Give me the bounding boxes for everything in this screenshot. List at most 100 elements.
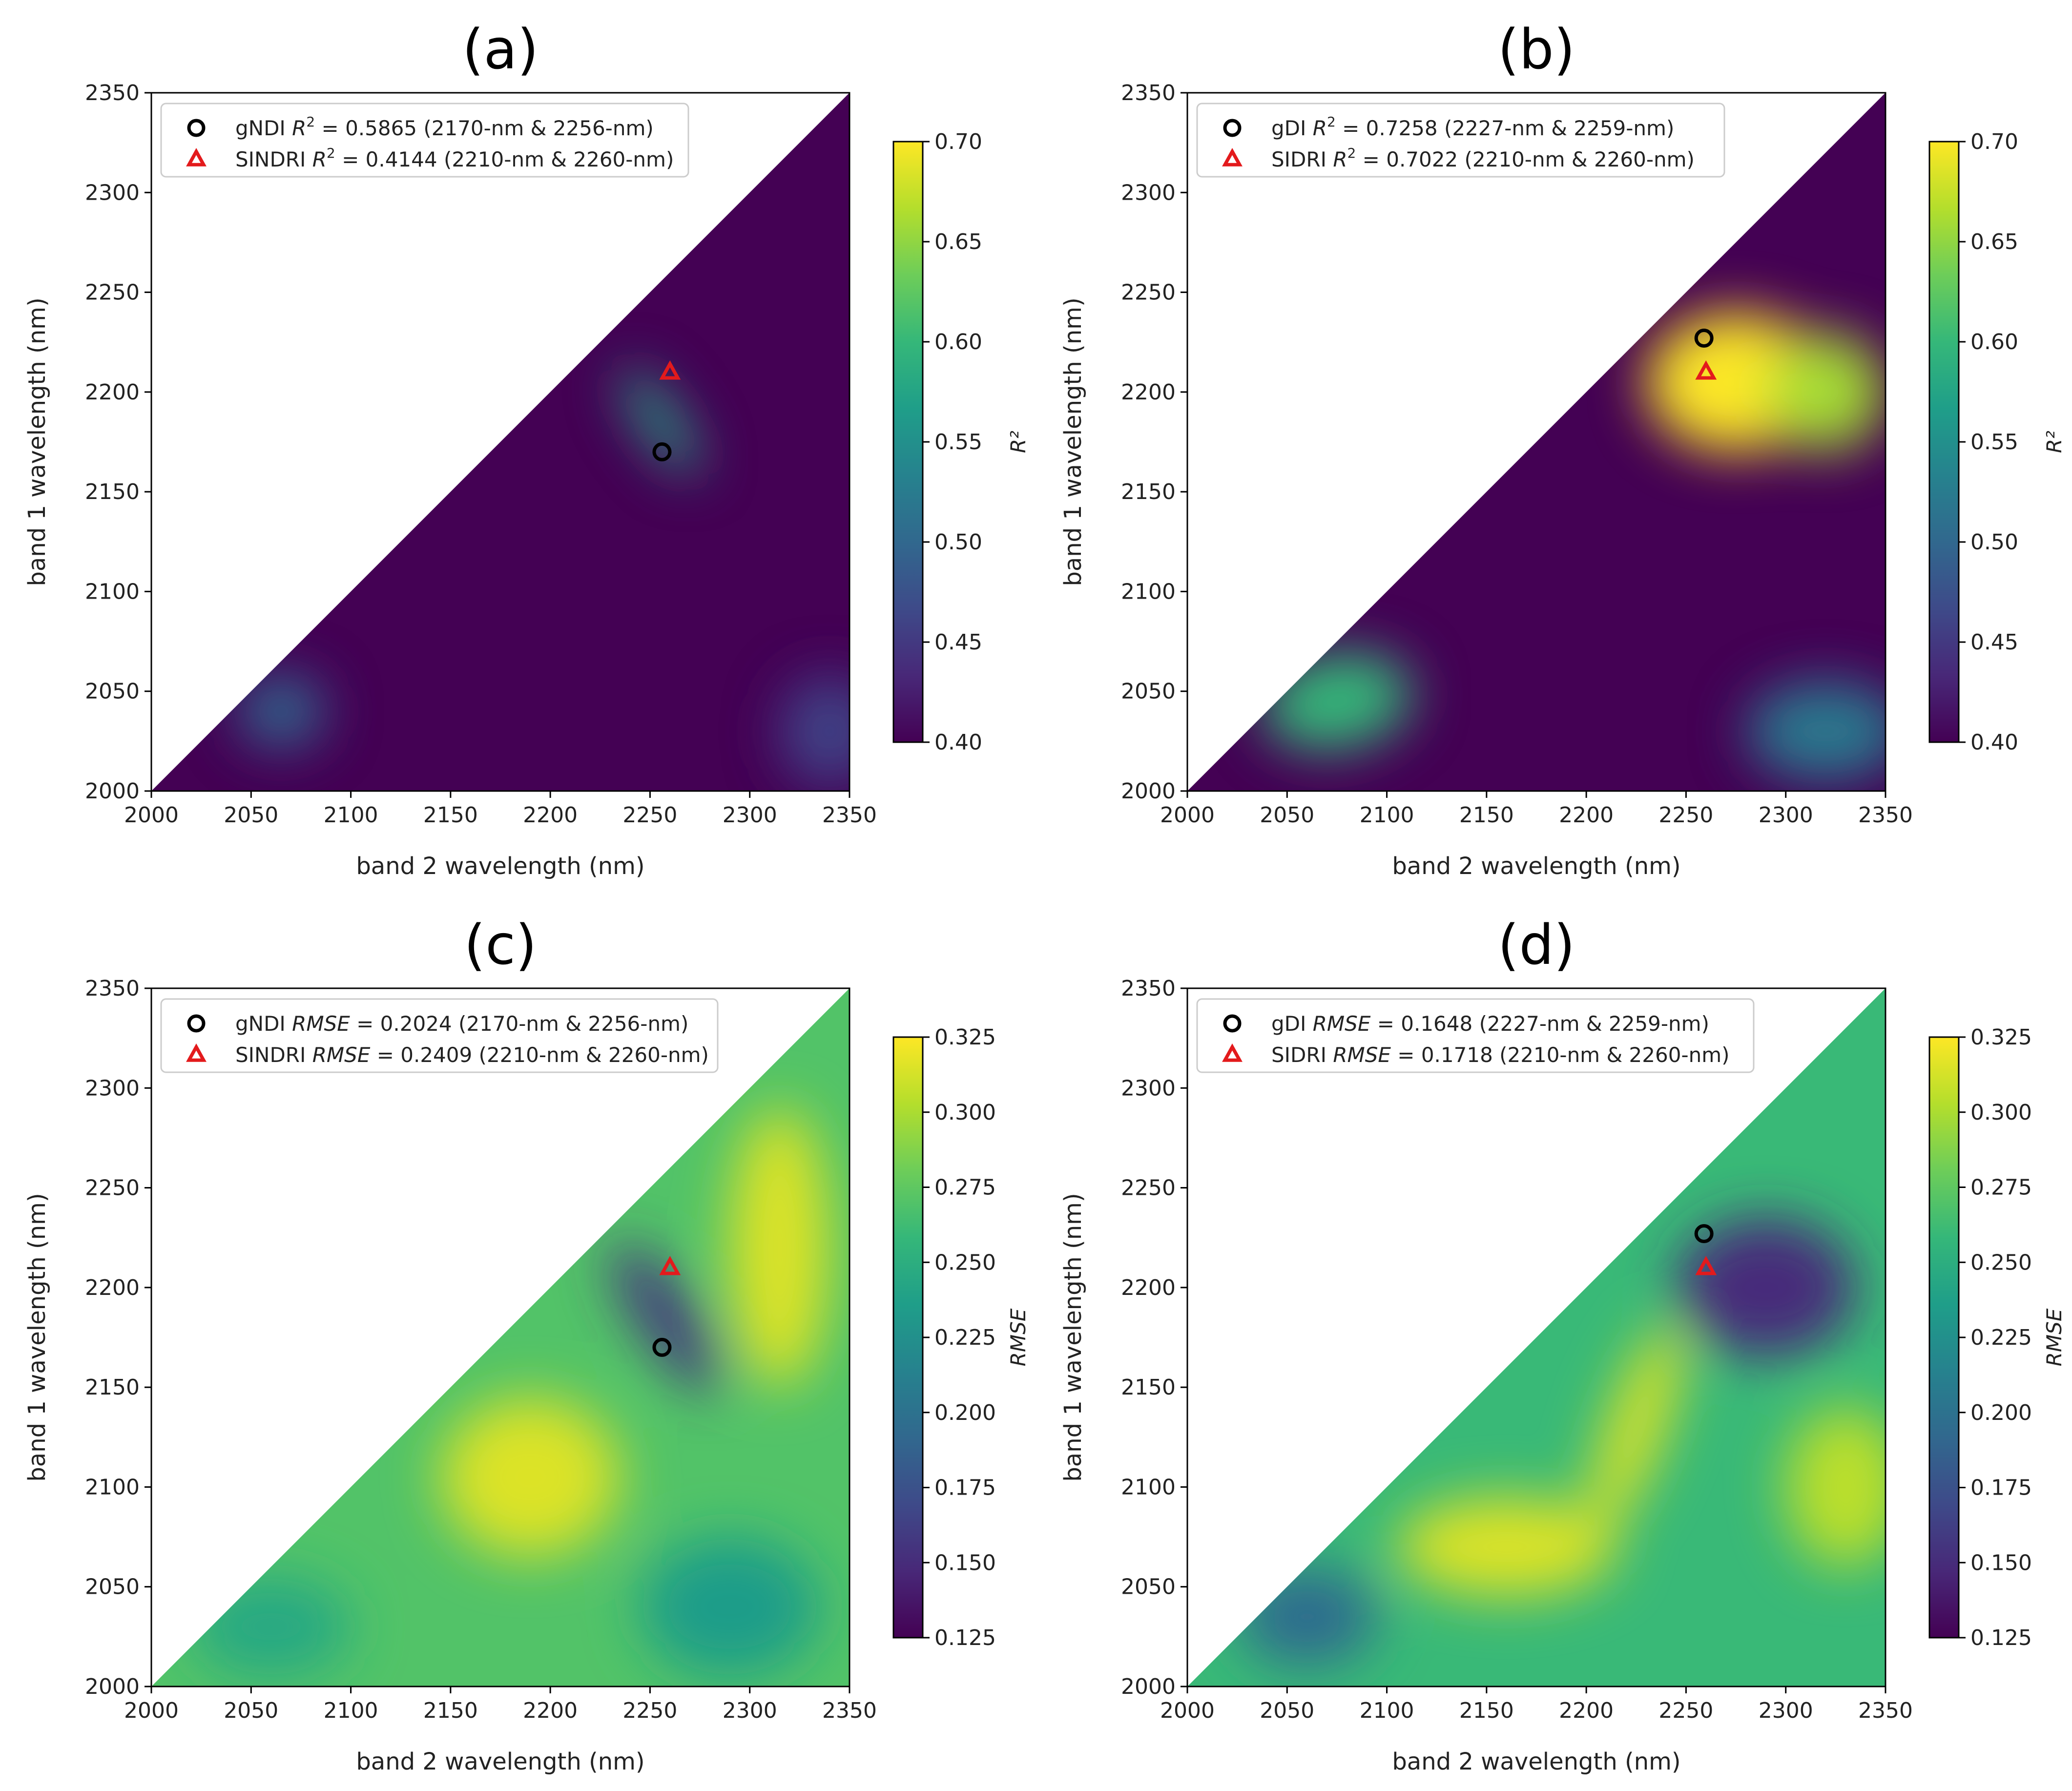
colorbar — [892, 1036, 924, 1639]
x-tick-label: 2250 — [1658, 1698, 1713, 1723]
x-tick-label: 2150 — [423, 1698, 478, 1723]
y-tick-label: 2300 — [1121, 1076, 1176, 1101]
colorbar-label: RMSE — [2042, 1308, 2066, 1366]
marker-sidri — [1695, 1255, 1717, 1275]
heatmap-area — [1187, 93, 1886, 791]
x-tick-label: 2050 — [224, 1698, 278, 1723]
colorbar-tick-label: 0.55 — [1970, 430, 2018, 455]
heatmap-blob — [440, 1397, 621, 1557]
colorbar-tick-label: 0.125 — [1970, 1625, 2032, 1650]
y-tick-label: 2200 — [85, 380, 140, 405]
x-tick-label: 2100 — [324, 803, 378, 828]
x-tick-label: 2250 — [1658, 803, 1713, 828]
marker-sidri — [1222, 1043, 1243, 1062]
y-tick-label: 2250 — [85, 280, 140, 305]
x-tick-label: 2050 — [1260, 803, 1314, 828]
panel-a: (a) 2000 2050 2100 2150 2200 2250 2300 2350 2000 2… — [0, 0, 1036, 896]
heatmap-blob — [1765, 332, 1886, 452]
marker-gdi — [1223, 119, 1242, 137]
colorbar-tick-label: 0.200 — [934, 1400, 996, 1425]
x-tick-label: 2300 — [723, 803, 777, 828]
colorbar-label: R² — [1006, 431, 1030, 453]
heatmap-blob — [191, 1577, 351, 1677]
colorbar-tick-label: 0.70 — [934, 129, 982, 154]
x-tick-label: 2000 — [1160, 803, 1215, 828]
y-tick-label: 2050 — [85, 679, 140, 704]
heatmap-blob — [1676, 1217, 1856, 1357]
heatmap-blob — [1590, 1323, 1682, 1531]
y-tick-label: 2150 — [1121, 1375, 1176, 1400]
legend — [160, 103, 689, 178]
chart-b: (b) 2000 2050 2100 2150 2200 2250 2300 2350 2000 2… — [1059, 18, 2066, 880]
y-tick-label: 2150 — [1121, 479, 1176, 504]
x-tick-label: 2300 — [1759, 803, 1813, 828]
legend — [160, 998, 719, 1073]
colorbar-tick-label: 0.150 — [1970, 1550, 2032, 1575]
y-tick-label: 2100 — [85, 1475, 140, 1499]
y-tick-label: 2100 — [1121, 579, 1176, 604]
marker-gdi — [1223, 1014, 1242, 1033]
panel-title: (a) — [462, 18, 539, 82]
x-tick-label: 2050 — [224, 803, 278, 828]
colorbar-tick-label: 0.325 — [934, 1025, 996, 1050]
y-tick-label: 2350 — [1121, 976, 1176, 1001]
legend-entry: gNDI R2 = 0.5865 (2170-nm & 2256-nm) — [235, 114, 654, 140]
y-tick-label: 2350 — [85, 81, 140, 105]
plot-frame — [150, 987, 850, 1687]
y-tick-label: 2000 — [1121, 1674, 1176, 1699]
x-tick-label: 2300 — [723, 1698, 777, 1723]
colorbar-tick-label: 0.60 — [934, 330, 982, 354]
colorbar-tick-label: 0.175 — [934, 1476, 996, 1500]
marker-sindri — [659, 360, 681, 380]
chart-a: (a) 2000 2050 2100 2150 2200 2250 2300 2350 2000 2… — [23, 18, 1030, 880]
y-tick-label: 2000 — [85, 779, 140, 804]
y-tick-label: 2300 — [85, 1076, 140, 1101]
marker-gndi — [187, 119, 206, 137]
y-tick-label: 2200 — [1121, 1275, 1176, 1300]
heatmap-blob — [1397, 1497, 1616, 1597]
y-tick-label: 2000 — [85, 1674, 140, 1699]
heatmap-blob — [729, 1108, 830, 1388]
x-tick-label: 2150 — [1459, 1698, 1514, 1723]
panel-title: (c) — [464, 914, 537, 977]
x-tick-label: 2000 — [124, 803, 179, 828]
x-tick-label: 2350 — [1858, 803, 1913, 828]
panel-c: (c) 2000 2050 2100 2150 2200 2250 2300 2350 2000 2… — [0, 896, 1036, 1791]
colorbar-tick-label: 0.250 — [1970, 1250, 2032, 1275]
colorbar-tick-label: 0.50 — [1970, 530, 2018, 555]
colorbar — [1928, 141, 1960, 743]
marker-gdi — [1694, 1224, 1714, 1244]
chart-c: (c) 2000 2050 2100 2150 2200 2250 2300 2350 2000 2… — [23, 914, 1030, 1775]
y-axis-label: band 1 wavelength (nm) — [23, 1193, 51, 1481]
colorbar-tick-label: 0.45 — [1970, 630, 2018, 655]
panel-b: (b) 2000 2050 2100 2150 2200 2250 2300 2350 2000 2… — [1036, 0, 2072, 896]
x-tick-label: 2200 — [1559, 803, 1614, 828]
x-tick-label: 2350 — [822, 1698, 877, 1723]
y-axis-label: band 1 wavelength (nm) — [23, 297, 51, 586]
colorbar-tick-label: 0.65 — [934, 229, 982, 254]
x-tick-label: 2100 — [324, 1698, 378, 1723]
colorbar-tick-label: 0.45 — [934, 630, 982, 655]
colorbar-tick-label: 0.60 — [1970, 330, 2018, 354]
plot-frame — [150, 92, 850, 792]
heatmap-blob — [1237, 1566, 1377, 1667]
x-axis-label: band 2 wavelength (nm) — [356, 853, 644, 880]
x-tick-label: 2350 — [822, 803, 877, 828]
y-axis-label: band 1 wavelength (nm) — [1059, 297, 1087, 586]
x-tick-label: 2100 — [1360, 1698, 1414, 1723]
x-tick-label: 2250 — [622, 1698, 677, 1723]
heatmap-blob — [640, 1537, 820, 1677]
x-tick-label: 2250 — [622, 803, 677, 828]
x-tick-label: 2200 — [1559, 1698, 1614, 1723]
y-tick-label: 2250 — [1121, 1176, 1176, 1201]
y-tick-label: 2200 — [1121, 380, 1176, 405]
heatmap-area — [1187, 988, 1886, 1687]
x-axis-label: band 2 wavelength (nm) — [356, 1748, 644, 1775]
marker-gndi — [187, 1014, 206, 1033]
y-tick-label: 2050 — [1121, 679, 1176, 704]
colorbar-tick-label: 0.70 — [1970, 129, 2018, 154]
heatmap-blob — [1785, 1407, 1886, 1567]
chart-d: (d) 2000 2050 2100 2150 2200 2250 2300 2350 2000 2… — [1059, 914, 2066, 1775]
y-tick-label: 2250 — [1121, 280, 1176, 305]
y-tick-label: 2050 — [85, 1575, 140, 1600]
